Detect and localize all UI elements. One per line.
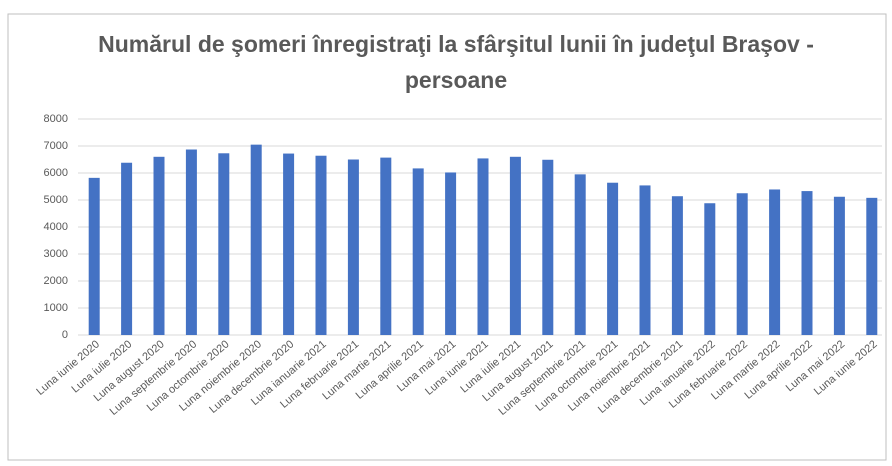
- y-tick-label: 0: [62, 329, 68, 341]
- bar: [283, 153, 295, 335]
- bar: [736, 193, 748, 335]
- bar: [477, 158, 489, 335]
- bar: [347, 159, 359, 335]
- bar: [801, 191, 813, 335]
- bar: [704, 203, 716, 335]
- y-tick-label: 6000: [44, 167, 68, 179]
- chart-title: Numărul de şomeri înregistraţi la sfârşi…: [98, 31, 814, 93]
- y-tick-label: 4000: [44, 221, 68, 233]
- y-tick-label: 5000: [44, 194, 68, 206]
- bar: [412, 168, 424, 335]
- y-tick-label: 8000: [44, 113, 68, 125]
- bar: [121, 162, 133, 335]
- y-tick-label: 3000: [44, 248, 68, 260]
- bar: [509, 156, 521, 335]
- y-tick-label: 2000: [44, 275, 68, 287]
- bar: [380, 157, 392, 335]
- bar: [185, 149, 197, 335]
- y-tick-label: 7000: [44, 140, 68, 152]
- bar: [866, 197, 878, 335]
- bar: [153, 156, 165, 335]
- bar: [315, 155, 327, 335]
- bar: [542, 159, 554, 335]
- bar: [445, 172, 457, 335]
- bar: [574, 174, 586, 335]
- bar: [607, 182, 619, 335]
- chart-frame: [7, 13, 887, 461]
- bar: [671, 196, 683, 335]
- bar: [769, 189, 781, 335]
- bar: [88, 177, 100, 335]
- bar: [833, 196, 845, 335]
- bar: [218, 153, 230, 335]
- bar: [639, 185, 651, 335]
- y-tick-label: 1000: [44, 302, 68, 314]
- bar: [250, 144, 262, 335]
